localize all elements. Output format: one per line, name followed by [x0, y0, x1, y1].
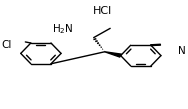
Text: Cl: Cl — [2, 40, 12, 50]
Polygon shape — [105, 52, 122, 57]
Text: HCl: HCl — [93, 6, 112, 16]
Text: H$_2$N: H$_2$N — [52, 22, 74, 36]
Text: N: N — [178, 46, 186, 56]
